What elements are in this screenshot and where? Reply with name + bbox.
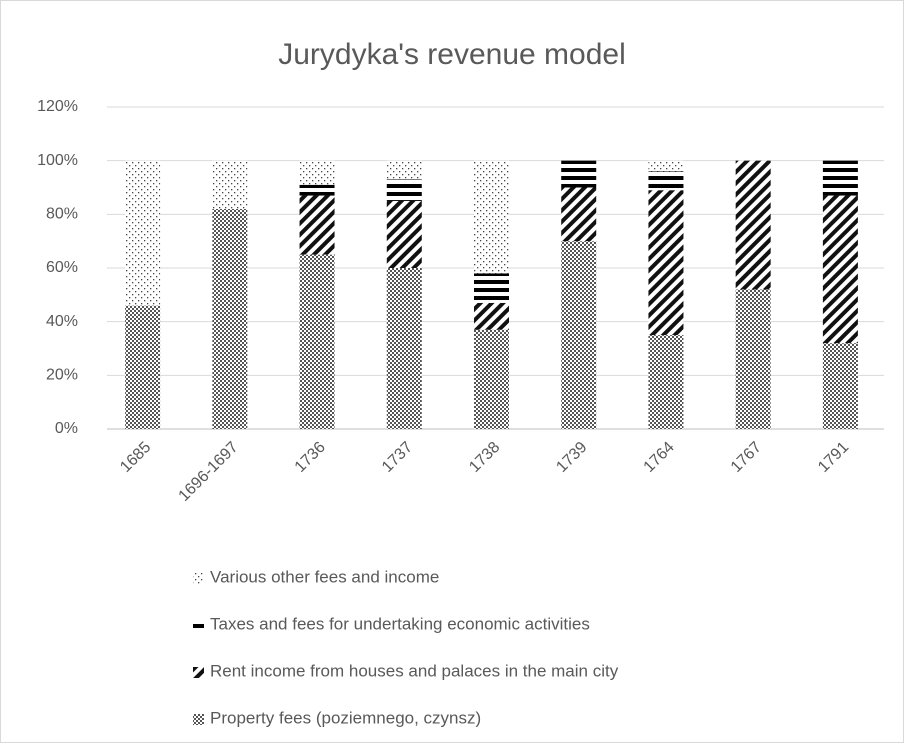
legend-label: Property fees (poziemnego, czynsz): [210, 708, 481, 727]
y-tick-label: 80%: [46, 206, 78, 223]
bar-segment: [299, 160, 335, 185]
legend-swatch: [193, 620, 204, 631]
bar-segment: [735, 289, 771, 429]
legend-label: Taxes and fees for undertaking economic …: [210, 614, 590, 633]
bar-segment: [474, 273, 509, 303]
bar-segment: [822, 160, 858, 196]
bar-segment: [561, 241, 597, 429]
y-tick-label: 20%: [46, 367, 78, 384]
bar-segment: [212, 208, 248, 429]
bar-segment: [299, 254, 335, 429]
bar-segment: [386, 179, 422, 201]
legend-swatch: [193, 667, 204, 678]
bar-segment: [212, 160, 248, 209]
y-tick-label: 120%: [37, 98, 78, 115]
bar-segment: [822, 343, 858, 429]
bar-segment: [474, 160, 509, 274]
bar-segment: [474, 329, 509, 429]
y-tick-label: 60%: [46, 259, 78, 276]
bar-segment: [386, 268, 422, 429]
legend-label: Various other fees and income: [210, 567, 439, 586]
bar-segment: [822, 195, 858, 344]
legend-swatch: [193, 573, 204, 584]
bar-segment: [561, 160, 597, 188]
y-tick-label: 100%: [37, 152, 78, 169]
bar-segment: [648, 190, 684, 336]
bar-segment: [125, 160, 161, 306]
bar-segment: [648, 160, 684, 172]
bar-segment: [648, 171, 684, 191]
bar-segment: [299, 184, 335, 196]
bar-segment: [474, 302, 509, 330]
legend-label: Rent income from houses and palaces in t…: [210, 661, 619, 680]
bar-segment: [561, 187, 597, 242]
y-tick-label: 40%: [46, 313, 78, 330]
bar-segment: [386, 200, 422, 268]
bar-segment: [386, 160, 422, 180]
bar-segment: [125, 305, 161, 429]
bar-segment: [648, 335, 684, 429]
chart-title: Jurydyka's revenue model: [278, 38, 626, 71]
bar-segment: [299, 195, 335, 255]
y-tick-label: 0%: [55, 420, 78, 437]
legend-swatch: [193, 714, 204, 725]
bar-segment: [735, 160, 771, 290]
